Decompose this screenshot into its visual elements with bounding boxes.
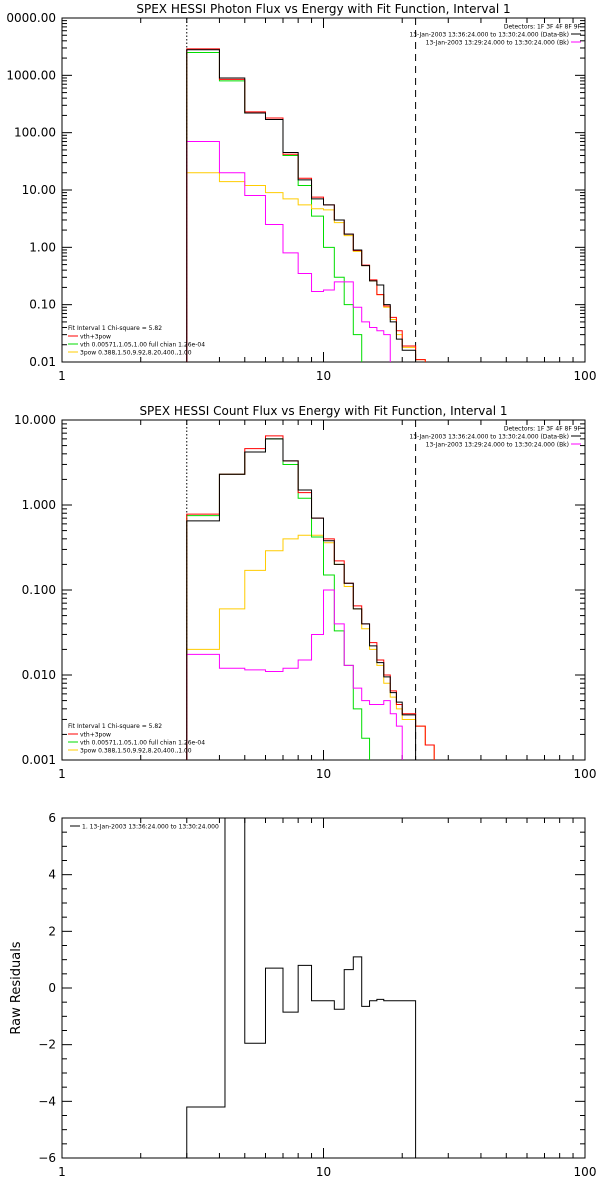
y-tick-label: 0000.00 <box>6 11 56 25</box>
y-tick-label: 4 <box>48 868 56 882</box>
x-tick-label: 10 <box>316 369 331 383</box>
fit-legend-label: vth 0.00571,1.05,1.00 full chian 1.26e-0… <box>80 342 205 349</box>
fit-legend-label: 3pow 0.388,1.50,9.92,8.20,400.,1.00 <box>80 748 192 755</box>
series-line-1 <box>186 534 435 760</box>
fit-legend-label: 3pow 0.388,1.50,9.92,8.20,400.,1.00 <box>80 350 192 357</box>
legend-label: 13-Jan-2003 13:29:24.000 to 13:30:24.000… <box>426 40 569 47</box>
series-line-1 <box>186 818 417 1158</box>
series-line-5 <box>186 438 417 760</box>
y-tick-label: 1.000 <box>22 498 56 512</box>
legend-label: 13-Jan-2003 13:36:24.000 to 13:30:24.000… <box>409 434 569 441</box>
y-tick-label: 0.01 <box>29 355 56 369</box>
y-tick-label: −2 <box>38 1038 56 1052</box>
y-tick-label: 1000.00 <box>6 68 56 82</box>
chart-panel-2: SPEX HESSI Count Flux vs Energy with Fit… <box>14 404 596 781</box>
legend-label: Detectors: 1F 3F 4F 8F 9F <box>504 426 582 433</box>
chart-title: SPEX HESSI Photon Flux vs Energy with Fi… <box>136 2 510 16</box>
series-line-3 <box>186 141 391 362</box>
y-tick-label: 1.00 <box>29 240 56 254</box>
x-tick-label: 100 <box>574 1165 597 1179</box>
x-tick-label: 10 <box>316 767 331 781</box>
x-tick-label: 10 <box>316 1165 331 1179</box>
y-tick-label: 0.10 <box>29 298 56 312</box>
series-line-1 <box>186 52 363 362</box>
y-tick-label: 0.010 <box>22 668 56 682</box>
legend-label: 13-Jan-2003 13:36:24.000 to 13:30:24.000… <box>409 32 569 39</box>
y-tick-label: 0.100 <box>22 583 56 597</box>
fit-legend-title: Fit Interval 1 Chi-square = 5.82 <box>68 325 162 332</box>
fit-legend-title: Fit Interval 1 Chi-square = 5.82 <box>68 723 162 730</box>
x-tick-label: 1 <box>58 767 66 781</box>
fit-legend-label: vth+3pow <box>80 732 111 739</box>
y-tick-label: 0 <box>48 981 56 995</box>
chart-panel-3: 1 10 100 −6 −4 −2 0 2 4 6 Raw Residuals 1. 13-Jan-2… <box>9 811 596 1179</box>
y-tick-label: −6 <box>38 1151 56 1165</box>
plot-frame <box>61 817 586 1159</box>
y-tick-label: 6 <box>48 811 56 825</box>
series-line-2 <box>186 172 426 362</box>
x-tick-label: 100 <box>574 369 597 383</box>
plot-frame <box>61 17 586 363</box>
series-line-4 <box>186 435 435 760</box>
y-tick-label: 10.00 <box>22 183 56 197</box>
y-tick-label: −4 <box>38 1094 56 1108</box>
x-tick-label: 100 <box>574 767 597 781</box>
series-line-3 <box>186 589 403 760</box>
chart-panel-1: SPEX HESSI Photon Flux vs Energy with Fi… <box>6 2 596 383</box>
y-axis-label: Raw Residuals <box>9 941 24 1034</box>
chart-title: SPEX HESSI Count Flux vs Energy with Fit… <box>139 404 507 418</box>
y-tick-label: 2 <box>48 924 56 938</box>
fit-legend-label: vth 0.00571,1.05,1.00 full chian 1.26e-0… <box>80 740 205 747</box>
legend-label: Detectors: 1F 3F 4F 8F 9F <box>504 24 582 31</box>
series-line-5 <box>186 49 417 362</box>
fit-legend-label: vth+3pow <box>80 334 111 341</box>
legend-label: 1. 13-Jan-2003 13:36:24.000 to 13:30:24.… <box>82 824 219 831</box>
series-line-2 <box>186 438 371 760</box>
x-tick-label: 1 <box>58 1165 66 1179</box>
y-tick-label: 10.000 <box>14 413 56 427</box>
y-tick-label: 100.00 <box>14 126 56 140</box>
x-tick-label: 1 <box>58 369 66 383</box>
y-tick-label: 0.001 <box>22 753 56 767</box>
legend-label: 13-Jan-2003 13:29:24.000 to 13:30:24.000… <box>426 442 569 449</box>
